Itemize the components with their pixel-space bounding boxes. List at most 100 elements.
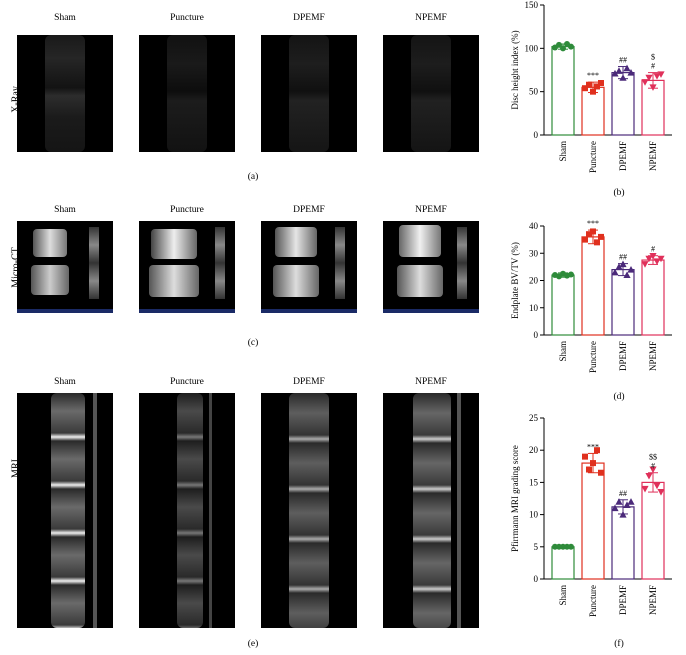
x-tick-label: Sham <box>558 585 568 606</box>
mri-label-sham: Sham <box>54 377 76 387</box>
data-point <box>615 67 623 74</box>
data-point <box>611 69 619 77</box>
data-point <box>582 236 588 243</box>
data-point <box>586 231 592 238</box>
data-point <box>590 88 596 95</box>
y-tick-label: 100 <box>525 43 539 53</box>
xray-image-puncture <box>139 35 235 152</box>
microct-image-dpemf <box>261 221 357 313</box>
y-tick-label: 20 <box>529 445 539 455</box>
significance-label: ## <box>619 253 627 262</box>
data-point <box>641 485 649 493</box>
data-point <box>619 74 627 81</box>
data-point <box>627 266 635 273</box>
mri-image-npemf <box>383 393 479 628</box>
microct-label-sham: Sham <box>54 205 76 215</box>
microct-image-sham <box>17 221 113 313</box>
x-tick-label: Puncture <box>588 141 598 173</box>
data-point <box>594 239 600 246</box>
significance-label: $ <box>651 53 655 62</box>
x-tick-label: Puncture <box>588 585 598 617</box>
mri-label-puncture: Puncture <box>170 377 204 387</box>
data-point <box>657 71 665 78</box>
xray-label-sham: Sham <box>54 13 76 23</box>
data-point <box>582 453 588 460</box>
data-point <box>641 79 649 86</box>
data-point <box>653 258 661 266</box>
significance-label: ## <box>619 489 627 498</box>
y-axis-label: Pfirrmann MRI grading score <box>510 445 520 552</box>
y-tick-label: 25 <box>529 413 539 423</box>
data-point <box>619 260 627 268</box>
data-point <box>568 43 574 50</box>
significance-label: # <box>651 462 655 471</box>
significance-label: $$ <box>649 453 657 462</box>
bar <box>611 268 635 336</box>
x-tick-label: NPEMF <box>648 585 658 615</box>
y-tick-label: 10 <box>529 303 539 313</box>
caption-c: (c) <box>247 338 259 348</box>
bar <box>551 546 575 580</box>
significance-label: # <box>651 62 655 71</box>
data-point <box>586 466 592 473</box>
data-point <box>653 73 661 80</box>
bar <box>611 506 635 580</box>
significance-label: *** <box>587 442 599 451</box>
data-point <box>556 41 562 48</box>
significance-label: *** <box>587 71 599 80</box>
bar <box>641 259 665 336</box>
data-point <box>611 504 619 512</box>
y-tick-label: 50 <box>529 87 539 97</box>
mri-image-dpemf <box>261 393 357 628</box>
data-point <box>619 511 627 518</box>
y-tick-label: 40 <box>529 221 539 231</box>
data-point <box>611 268 619 276</box>
caption-e: (e) <box>247 639 259 649</box>
microct-image-puncture <box>139 221 235 313</box>
mri-image-puncture <box>139 393 235 628</box>
bar <box>581 462 605 580</box>
data-point <box>568 271 574 278</box>
data-point <box>657 489 665 496</box>
xray-image-npemf <box>383 35 479 152</box>
y-axis-label: Endplate BV/TV (%) <box>510 242 520 319</box>
data-point <box>641 261 649 268</box>
data-point <box>615 263 623 270</box>
x-tick-label: Sham <box>558 341 568 362</box>
microct-label-npemf: NPEMF <box>415 205 447 215</box>
y-tick-label: 0 <box>534 330 539 340</box>
xray-image-sham <box>17 35 113 152</box>
y-tick-label: 10 <box>529 510 539 520</box>
mri-image-sham <box>17 393 113 628</box>
data-point <box>627 69 635 76</box>
data-point <box>594 447 600 454</box>
y-tick-label: 15 <box>529 477 539 487</box>
chart-disc-height: 0 50 100 150 Disc height index (%) Sham *** Pun… <box>510 0 672 173</box>
y-axis-label: Disc height index (%) <box>510 30 520 109</box>
data-point <box>568 543 574 550</box>
xray-label-npemf: NPEMF <box>415 13 447 23</box>
data-point <box>649 252 657 260</box>
data-point <box>598 80 604 86</box>
data-point <box>623 64 631 72</box>
data-point <box>649 466 657 474</box>
x-tick-label: DPEMF <box>618 341 628 371</box>
xray-image-dpemf <box>261 35 357 152</box>
x-tick-label: NPEMF <box>648 141 658 171</box>
bar <box>551 274 575 336</box>
caption-b: (b) <box>613 188 625 198</box>
y-tick-label: 20 <box>529 276 539 286</box>
data-point <box>560 45 566 52</box>
caption-a: (a) <box>247 172 259 182</box>
y-tick-label: 150 <box>525 0 539 10</box>
data-point <box>627 498 635 505</box>
data-point <box>590 460 596 467</box>
y-tick-label: 0 <box>534 574 539 584</box>
microct-image-npemf <box>383 221 479 313</box>
data-point <box>645 255 653 263</box>
caption-d: (d) <box>613 392 625 402</box>
data-point <box>582 85 588 92</box>
y-tick-label: 30 <box>529 248 539 258</box>
x-tick-label: DPEMF <box>618 141 628 171</box>
data-point <box>598 469 604 476</box>
